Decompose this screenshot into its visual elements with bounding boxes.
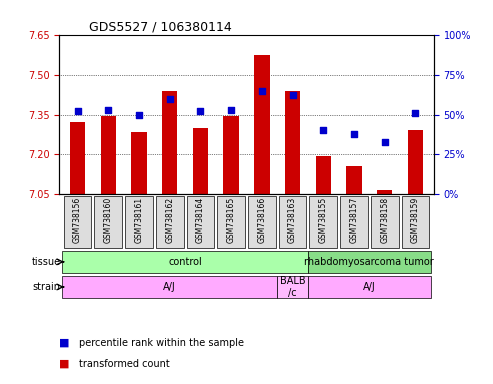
Point xyxy=(258,88,266,94)
Point xyxy=(135,111,143,118)
Text: ■: ■ xyxy=(59,359,70,369)
Text: control: control xyxy=(168,257,202,267)
Text: GSM738162: GSM738162 xyxy=(165,197,174,243)
Text: GSM738160: GSM738160 xyxy=(104,197,113,243)
Text: strain: strain xyxy=(33,282,61,292)
Text: GSM738161: GSM738161 xyxy=(135,197,143,243)
FancyBboxPatch shape xyxy=(217,195,245,248)
Bar xyxy=(316,156,331,194)
Point xyxy=(412,110,420,116)
Text: transformed count: transformed count xyxy=(79,359,170,369)
Bar xyxy=(346,167,362,194)
Bar xyxy=(408,131,423,194)
Point xyxy=(166,96,174,102)
FancyBboxPatch shape xyxy=(64,195,91,248)
FancyBboxPatch shape xyxy=(340,195,368,248)
Bar xyxy=(285,91,300,194)
Point xyxy=(105,107,112,113)
Point xyxy=(381,139,388,145)
FancyBboxPatch shape xyxy=(248,195,276,248)
Bar xyxy=(131,132,147,194)
Text: A/J: A/J xyxy=(163,282,176,292)
Text: ■: ■ xyxy=(59,338,70,348)
Bar xyxy=(193,128,208,194)
Text: GSM738166: GSM738166 xyxy=(257,197,266,243)
Bar xyxy=(377,190,392,194)
Text: GSM738155: GSM738155 xyxy=(319,197,328,243)
Point xyxy=(197,108,205,114)
FancyBboxPatch shape xyxy=(277,276,308,298)
Text: GSM738156: GSM738156 xyxy=(73,197,82,243)
Text: GSM738165: GSM738165 xyxy=(227,197,236,243)
FancyBboxPatch shape xyxy=(402,195,429,248)
Text: GSM738159: GSM738159 xyxy=(411,197,420,243)
Point xyxy=(288,92,296,98)
Point xyxy=(350,131,358,137)
FancyBboxPatch shape xyxy=(125,195,153,248)
Text: GSM738164: GSM738164 xyxy=(196,197,205,243)
FancyBboxPatch shape xyxy=(279,195,306,248)
Text: rhabdomyosarcoma tumor: rhabdomyosarcoma tumor xyxy=(305,257,434,267)
Text: GSM738163: GSM738163 xyxy=(288,197,297,243)
Point xyxy=(319,127,327,134)
FancyBboxPatch shape xyxy=(308,250,431,273)
FancyBboxPatch shape xyxy=(371,195,398,248)
Point xyxy=(73,108,81,114)
Bar xyxy=(223,116,239,194)
Text: BALB
/c: BALB /c xyxy=(280,276,305,298)
FancyBboxPatch shape xyxy=(62,250,308,273)
Point xyxy=(227,107,235,113)
Text: percentile rank within the sample: percentile rank within the sample xyxy=(79,338,244,348)
Text: GDS5527 / 106380114: GDS5527 / 106380114 xyxy=(89,20,232,33)
Bar xyxy=(162,91,177,194)
Text: GSM738157: GSM738157 xyxy=(350,197,358,243)
FancyBboxPatch shape xyxy=(308,276,431,298)
Bar xyxy=(254,55,270,194)
FancyBboxPatch shape xyxy=(187,195,214,248)
Text: tissue: tissue xyxy=(32,257,61,267)
FancyBboxPatch shape xyxy=(310,195,337,248)
Text: GSM738158: GSM738158 xyxy=(380,197,389,243)
Bar xyxy=(101,116,116,194)
FancyBboxPatch shape xyxy=(156,195,183,248)
FancyBboxPatch shape xyxy=(95,195,122,248)
Bar xyxy=(70,122,85,194)
Text: A/J: A/J xyxy=(363,282,376,292)
FancyBboxPatch shape xyxy=(62,276,277,298)
